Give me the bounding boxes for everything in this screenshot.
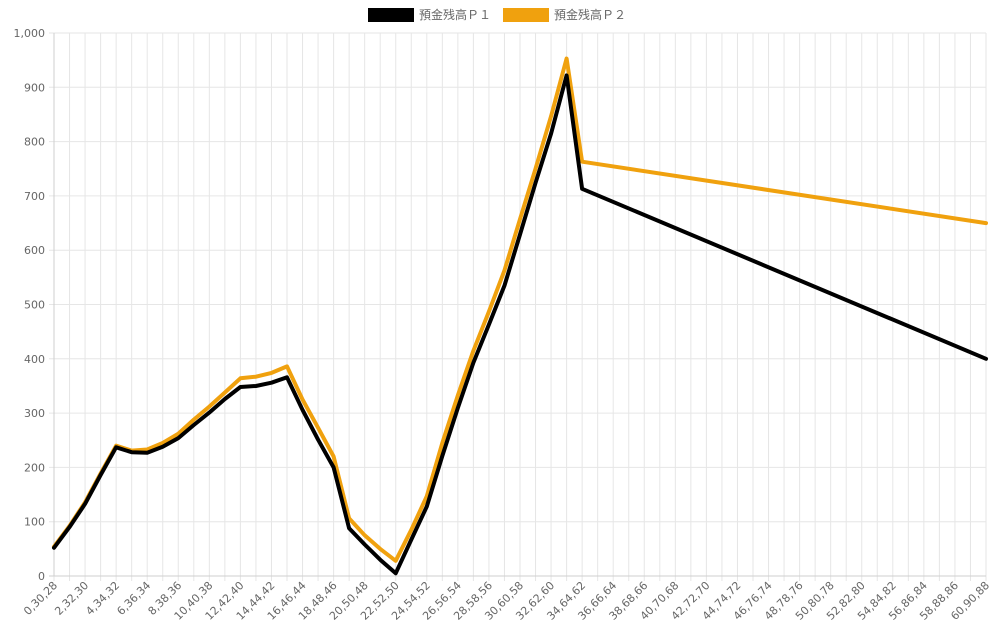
x-axis: 0,30,282,32,304,34,326,36,348,38,3610,40… (21, 575, 992, 623)
y-axis: 0 100 200 300 400 500 600 700 800 900 1,000 (14, 27, 55, 583)
series-layer (52, 56, 988, 576)
series-line-1[interactable] (52, 73, 988, 576)
y-tick-label: 900 (24, 81, 45, 94)
y-tick-label: 400 (24, 353, 45, 366)
y-tick-label: 800 (24, 136, 45, 149)
y-tick-label: 300 (24, 407, 45, 420)
legend-swatch-series-2 (503, 8, 549, 22)
legend-label-series-2: 預金残高Ｐ２ (554, 7, 626, 22)
legend-item-series-2[interactable]: 預金残高Ｐ２ (503, 7, 626, 22)
y-tick-label: 600 (24, 244, 45, 257)
series-line-2[interactable] (52, 56, 988, 563)
y-tick-label: 1,000 (14, 27, 46, 40)
y-tick-label: 500 (24, 299, 45, 312)
legend-swatch-series-1 (368, 8, 414, 22)
grid-lines (49, 32, 987, 581)
y-tick-label: 700 (24, 190, 45, 203)
legend-item-series-1[interactable]: 預金残高Ｐ１ (368, 7, 491, 22)
y-tick-label: 100 (24, 516, 45, 529)
legend-label-series-1: 預金残高Ｐ１ (419, 7, 491, 22)
y-tick-label: 200 (24, 461, 45, 474)
chart-legend[interactable]: 預金残高Ｐ１ 預金残高Ｐ２ (368, 7, 626, 22)
y-tick-label: 0 (38, 570, 45, 583)
